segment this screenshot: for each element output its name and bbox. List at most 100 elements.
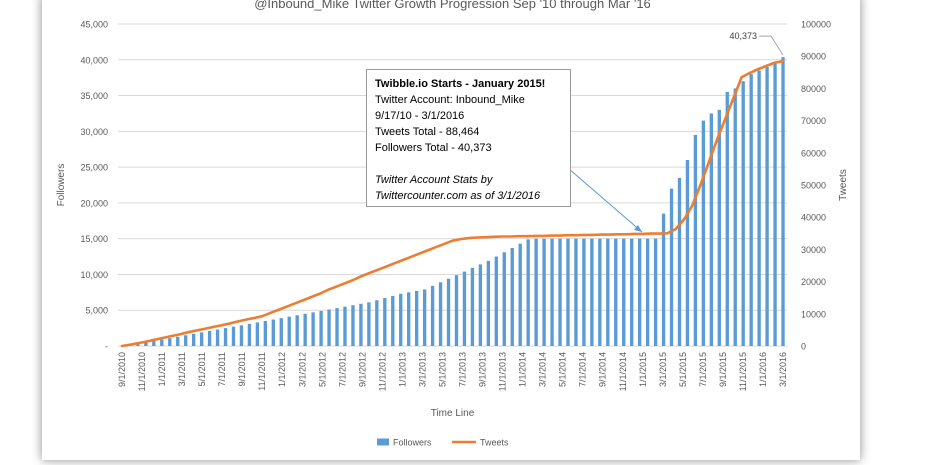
y2-tick-label: 50000 (801, 181, 826, 191)
y2-tick-label: 100000 (801, 20, 831, 30)
followers-bar (693, 134, 698, 346)
x-tick-label: 11/1/2014 (618, 352, 628, 391)
followers-bar (653, 238, 658, 346)
data-label-leader (759, 35, 784, 56)
followers-bar (510, 247, 514, 346)
x-tick-label: 9/1/2014 (598, 352, 608, 387)
y2-tick-label: 70000 (801, 116, 826, 126)
x-tick-label: 5/1/2013 (437, 352, 447, 387)
x-tick-label: 1/1/2013 (397, 352, 407, 387)
followers-bar (685, 159, 690, 346)
x-tick-label: 11/1/2010 (137, 352, 147, 391)
followers-bar (542, 238, 546, 346)
followers-bar (399, 293, 403, 346)
followers-bar (550, 238, 554, 346)
followers-bar (614, 238, 618, 346)
followers-bar (701, 120, 706, 346)
x-tick-label: 9/1/2015 (718, 352, 728, 387)
x-tick-label: 11/1/2012 (377, 352, 387, 391)
x-tick-label: 5/1/2015 (678, 352, 688, 387)
followers-bar (303, 313, 307, 346)
followers-bar (566, 238, 570, 346)
y-tick-label: 25,000 (80, 163, 108, 173)
followers-bar (645, 238, 650, 346)
followers-bar (359, 303, 363, 346)
y2-tick-label: 0 (801, 342, 806, 352)
followers-bar (327, 309, 331, 346)
followers-bar (247, 323, 252, 346)
followers-bar (176, 336, 180, 346)
followers-bar (709, 113, 714, 346)
followers-bar (271, 319, 275, 346)
followers-bar (319, 310, 323, 346)
x-tick-label: 11/1/2015 (738, 352, 748, 391)
followers-bar (574, 238, 578, 346)
x-tick-label: 3/1/2013 (417, 352, 427, 387)
x-tick-label: 1/1/2012 (277, 352, 287, 387)
followers-bar (152, 340, 156, 346)
followers-bar (486, 260, 491, 346)
x-tick-label: 7/1/2011 (217, 352, 227, 386)
followers-bar (622, 238, 626, 346)
y-tick-label: 10,000 (80, 270, 108, 280)
x-tick-label: 3/1/2016 (778, 352, 788, 387)
followers-bar (239, 325, 244, 346)
followers-bar (279, 318, 283, 346)
followers-bar (582, 238, 586, 346)
tweets-line (120, 59, 785, 348)
x-tick-label: 5/1/2014 (558, 352, 568, 387)
followers-bar (725, 91, 729, 346)
followers-bar (231, 326, 236, 346)
y-tick-label: 35,000 (80, 91, 108, 101)
annotation-source-line1: Twitter Account Stats by (375, 174, 493, 186)
followers-bar (749, 74, 753, 346)
followers-bar (669, 188, 674, 346)
followers-bar (383, 298, 387, 346)
annotation-account: Twitter Account: Inbound_Mike (375, 94, 525, 106)
followers-bar (367, 302, 371, 346)
annotation-followers-total: Followers Total - 40,373 (375, 142, 492, 154)
followers-bar (462, 271, 467, 346)
y-tick-label: 15,000 (80, 234, 108, 244)
followers-bar (637, 238, 642, 346)
followers-bar (160, 339, 164, 346)
followers-bar (661, 213, 666, 346)
chart-card: @Inbound_Mike Twitter Growth Progression… (42, 0, 860, 460)
followers-bar (136, 343, 140, 346)
x-tick-label: 3/1/2012 (297, 352, 307, 387)
x-tick-label: 3/1/2011 (177, 352, 187, 386)
x-tick-label: 3/1/2015 (658, 352, 668, 387)
followers-bar (191, 333, 196, 346)
legend-followers-swatch (377, 438, 389, 446)
followers-bar (343, 306, 347, 346)
x-tick-label: 7/1/2012 (337, 352, 347, 387)
x-tick-label: 7/1/2014 (578, 352, 588, 387)
annotation-dates: 9/17/10 - 3/1/2016 (375, 110, 465, 122)
x-tick-label: 1/1/2016 (758, 352, 768, 387)
y2-tick-label: 40000 (801, 213, 826, 223)
followers-bar (470, 268, 475, 346)
x-tick-label: 5/1/2011 (197, 352, 207, 386)
followers-bar (534, 238, 538, 346)
followers-bar (263, 320, 268, 346)
y2-tick-label: 80000 (801, 84, 826, 94)
followers-bar (438, 282, 443, 346)
legend-followers-label: Followers (393, 438, 432, 448)
callout-arrowhead (634, 225, 642, 232)
y-axis-title: Followers (56, 164, 67, 207)
followers-bar (494, 256, 498, 346)
x-tick-label: 11/1/2011 (257, 352, 267, 391)
annotation-tweets-total: Tweets Total - 88,464 (375, 126, 480, 138)
data-label: 40,373 (729, 31, 757, 41)
followers-bar (526, 239, 530, 346)
y-tick-label: 30,000 (80, 127, 108, 137)
followers-bar (391, 295, 395, 346)
y-tick-label: - (105, 342, 108, 352)
x-tick-label: 1/1/2011 (157, 352, 167, 386)
followers-bar (335, 308, 339, 346)
followers-bar (773, 63, 777, 346)
y2-axis-title: Tweets (838, 169, 849, 201)
followers-bar (144, 342, 148, 346)
followers-bar (518, 243, 522, 346)
x-tick-label: 9/1/2013 (478, 352, 488, 387)
